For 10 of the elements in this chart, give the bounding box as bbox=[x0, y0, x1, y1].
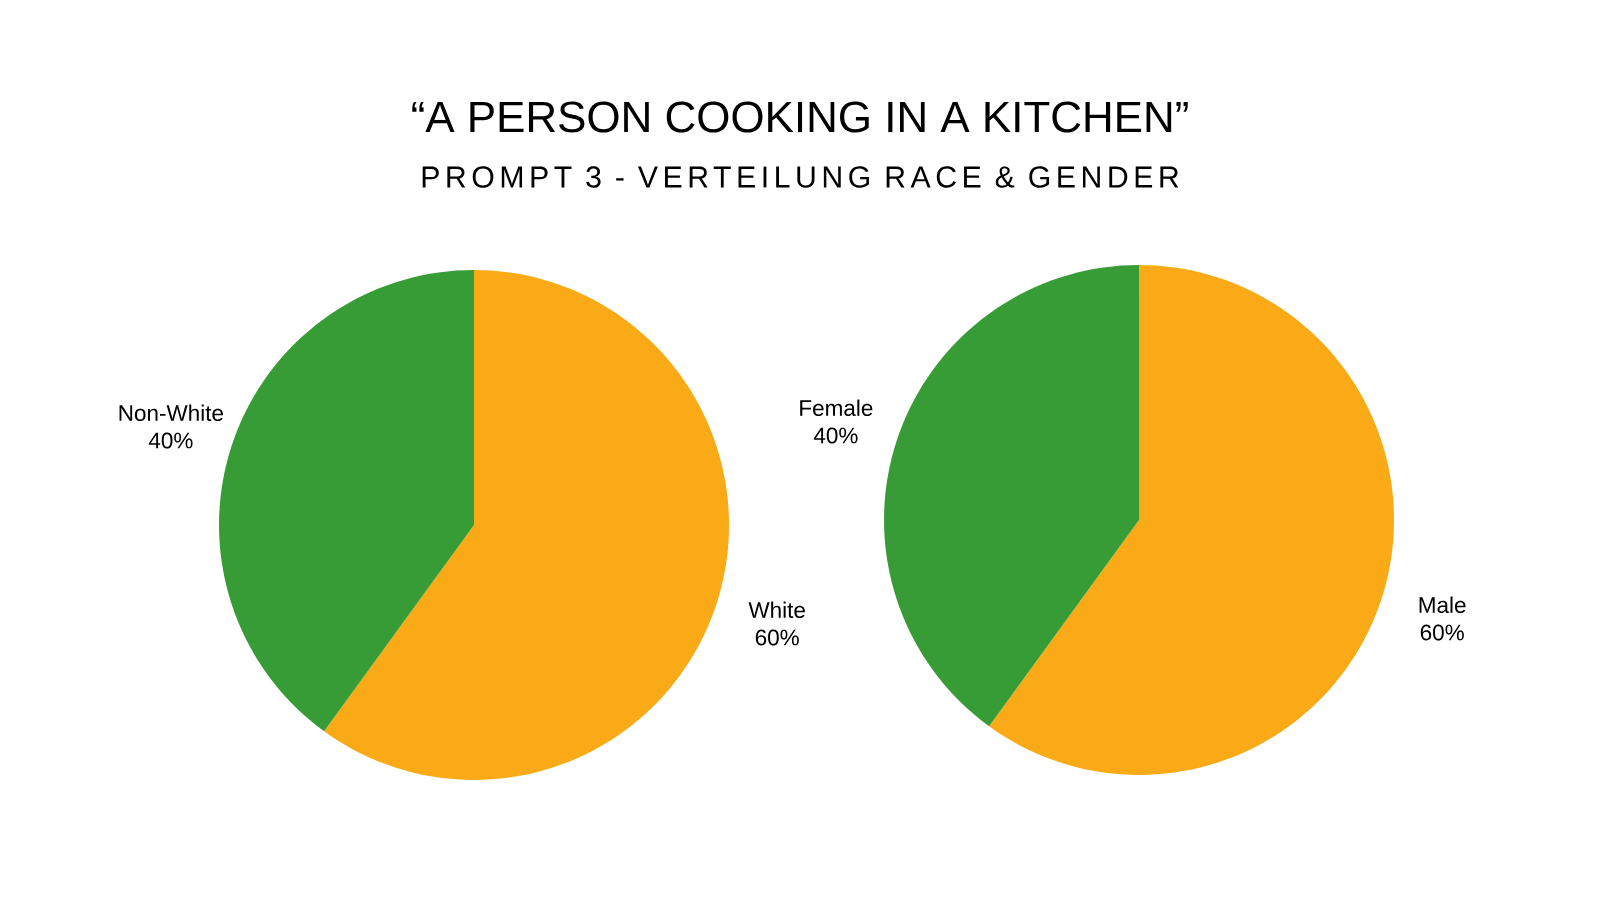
slice-label: White bbox=[748, 601, 805, 619]
slice-label: Non-White bbox=[119, 404, 223, 422]
data-label: 40% bbox=[148, 432, 193, 449]
slice-label: Female bbox=[800, 399, 873, 417]
chart-title: “A PERSON COOKING IN A KITCHEN” bbox=[412, 101, 1188, 133]
data-label: 60% bbox=[755, 629, 799, 646]
data-label: 60% bbox=[1420, 624, 1464, 641]
chart-subtitle: PROMPT 3 - VERTEILUNG RACE & GENDER bbox=[422, 166, 1179, 188]
data-label: 40% bbox=[813, 427, 858, 444]
slice-label: Male bbox=[1419, 596, 1466, 614]
